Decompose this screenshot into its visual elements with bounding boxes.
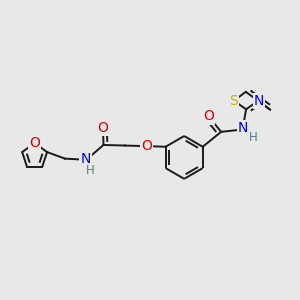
Text: O: O [141,139,152,153]
Text: N: N [254,94,264,108]
Text: H: H [86,164,95,177]
Text: O: O [98,121,108,135]
Text: N: N [80,152,91,166]
Text: H: H [249,131,257,144]
Text: O: O [29,136,40,150]
Text: N: N [238,121,248,135]
Text: S: S [230,94,238,108]
Text: O: O [203,110,214,123]
